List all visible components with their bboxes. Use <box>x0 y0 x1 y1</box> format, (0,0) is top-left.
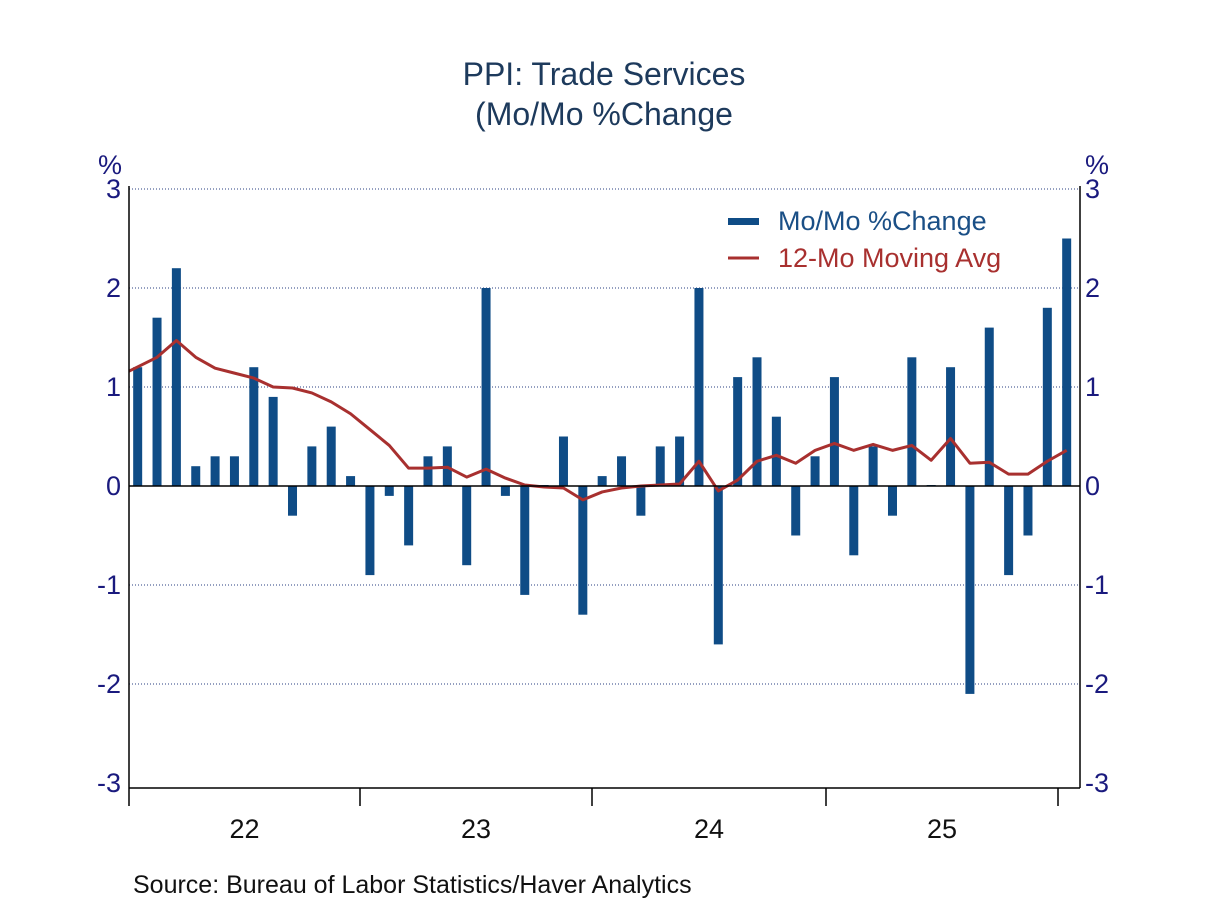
bar <box>1042 307 1052 486</box>
y-tick-label-left: 2 <box>106 273 121 303</box>
y-tick-label-left: 0 <box>106 471 121 501</box>
bar <box>268 396 278 486</box>
bar <box>326 426 336 486</box>
y-tick-label-left: 1 <box>106 372 121 402</box>
y-tick-label-right: 0 <box>1085 471 1100 501</box>
y-tick-label-right: -3 <box>1085 768 1109 798</box>
bar <box>423 456 433 486</box>
bar <box>617 456 627 486</box>
bar <box>713 486 723 645</box>
bar <box>946 367 956 486</box>
bar <box>752 357 762 486</box>
bar <box>578 486 588 615</box>
bar <box>984 327 994 486</box>
x-axis-labels: 22 23 24 25 <box>229 814 957 844</box>
bar <box>249 367 259 486</box>
bar <box>210 456 220 486</box>
bar <box>597 476 607 486</box>
legend-label-bars: Mo/Mo %Change <box>778 206 987 236</box>
y-tick-label-right: -1 <box>1085 570 1109 600</box>
bar <box>520 486 530 595</box>
legend-swatch-bars <box>728 218 759 225</box>
y-tick-label-right: 1 <box>1085 372 1100 402</box>
bar <box>152 317 162 486</box>
y-unit-right: % <box>1085 150 1109 180</box>
bar <box>771 416 781 486</box>
chart-subtitle: (Mo/Mo %Change <box>475 96 733 132</box>
bar <box>1062 238 1072 486</box>
bar-series <box>133 238 1072 694</box>
bar <box>791 486 801 536</box>
y-tick-label-left: -3 <box>97 768 121 798</box>
bar <box>907 357 917 486</box>
bar <box>636 486 646 516</box>
bar <box>191 466 201 486</box>
bar <box>288 486 298 516</box>
legend: Mo/Mo %Change 12-Mo Moving Avg <box>728 206 1001 273</box>
x-tick-label: 24 <box>694 814 724 844</box>
bar <box>675 436 685 486</box>
chart-title: PPI: Trade Services <box>462 56 746 92</box>
y-tick-label-left: 3 <box>106 174 121 204</box>
bar <box>171 268 181 486</box>
y-tick-label-right: 2 <box>1085 273 1100 303</box>
bar <box>965 486 975 694</box>
bar <box>1004 486 1014 576</box>
bar <box>829 377 839 486</box>
bar <box>849 486 859 556</box>
bar <box>655 446 665 486</box>
bar <box>229 456 239 486</box>
bar <box>462 486 472 566</box>
bar <box>694 288 704 486</box>
y-axis-left-labels: 3 2 1 0 -1 -2 -3 <box>97 174 121 798</box>
y-unit-left: % <box>98 150 122 180</box>
bar <box>810 456 820 486</box>
y-tick-label-right: -2 <box>1085 669 1109 699</box>
source-note: Source: Bureau of Labor Statistics/Haver… <box>133 871 692 899</box>
bar <box>1023 486 1033 536</box>
axes <box>128 186 1081 806</box>
bar <box>365 486 375 576</box>
bar <box>868 446 878 486</box>
y-tick-label-right: 3 <box>1085 174 1100 204</box>
bar <box>500 486 510 496</box>
y-tick-label-left: -1 <box>97 570 121 600</box>
bar <box>384 486 394 496</box>
bar <box>481 288 491 486</box>
legend-label-line: 12-Mo Moving Avg <box>778 243 1001 273</box>
bar <box>346 476 356 486</box>
x-tick-label: 22 <box>229 814 259 844</box>
gridlines <box>129 188 1080 685</box>
bar <box>887 486 897 516</box>
x-tick-label: 23 <box>461 814 491 844</box>
bar <box>733 377 743 486</box>
bar <box>404 486 414 546</box>
bar <box>307 446 317 486</box>
y-axis-right-labels: 3 2 1 0 -1 -2 -3 <box>1085 174 1109 798</box>
y-tick-label-left: -2 <box>97 669 121 699</box>
bar <box>558 436 568 486</box>
x-tick-label: 25 <box>927 814 957 844</box>
bar <box>133 367 143 486</box>
moving-average-line <box>128 338 1068 502</box>
